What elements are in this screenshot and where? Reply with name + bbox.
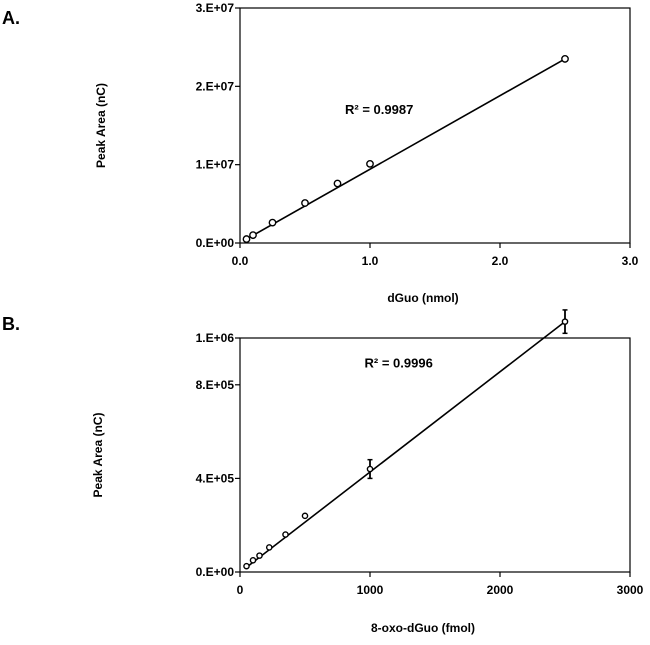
- y-tick-label: 0.E+00: [196, 565, 235, 579]
- plot-frame: [239, 337, 631, 573]
- x-tick-label: 2.0: [492, 254, 509, 268]
- plot-frame: [239, 7, 631, 244]
- y-tick-label: 1.E+07: [196, 158, 235, 172]
- x-tick-label: 1.0: [362, 254, 379, 268]
- data-point: [561, 318, 569, 325]
- data-point: [333, 179, 342, 188]
- data-point: [265, 544, 273, 551]
- data-point: [243, 562, 250, 570]
- data-point: [561, 55, 569, 63]
- x-axis-title: 8-oxo-dGuo (fmol): [371, 621, 475, 635]
- y-axis-title: Peak Area (nC): [94, 83, 108, 168]
- data-point: [249, 231, 257, 240]
- r-squared-annotation: R² = 0.9987: [345, 102, 413, 117]
- trendline: [246, 58, 566, 240]
- data-point: [249, 557, 257, 564]
- y-tick-label: 8.E+05: [196, 378, 235, 392]
- panel-a-chart: 0.E+00 1.E+07 2.E+07 3.E+07 0.0 1.0 2.0 3.0 dGuo…: [94, 1, 639, 305]
- data-point: [268, 218, 277, 227]
- y-tick-label: 0.E+00: [196, 236, 235, 250]
- data-point: [282, 531, 289, 538]
- y-axis-title: Peak Area (nC): [91, 413, 105, 498]
- x-tick-label: 3.0: [622, 254, 639, 268]
- data-point: [301, 512, 309, 520]
- y-tick-label: 4.E+05: [196, 471, 235, 485]
- r-squared-annotation: R² = 0.9996: [365, 356, 433, 371]
- x-tick-label: 2000: [487, 583, 514, 597]
- data-point: [301, 199, 309, 207]
- data-point: [366, 465, 374, 473]
- data-point: [366, 159, 374, 168]
- panel-b-chart: 0.E+00 4.E+05 8.E+05 1.E+06 0 1000 2000 3000 8-o…: [91, 309, 644, 635]
- y-tick-label: 1.E+06: [196, 331, 235, 345]
- x-tick-label: 1000: [357, 583, 384, 597]
- panel-b-label: B.: [2, 314, 20, 334]
- y-tick-label: 3.E+07: [196, 1, 235, 15]
- data-point: [256, 552, 263, 559]
- x-tick-label: 0.0: [232, 254, 249, 268]
- data-point: [242, 235, 251, 243]
- y-tick-label: 2.E+07: [196, 79, 235, 93]
- panel-a-label: A.: [2, 8, 20, 28]
- x-tick-label: 3000: [617, 583, 644, 597]
- trendline: [246, 320, 566, 568]
- x-axis-title: dGuo (nmol): [387, 291, 458, 305]
- x-tick-label: 0: [237, 583, 244, 597]
